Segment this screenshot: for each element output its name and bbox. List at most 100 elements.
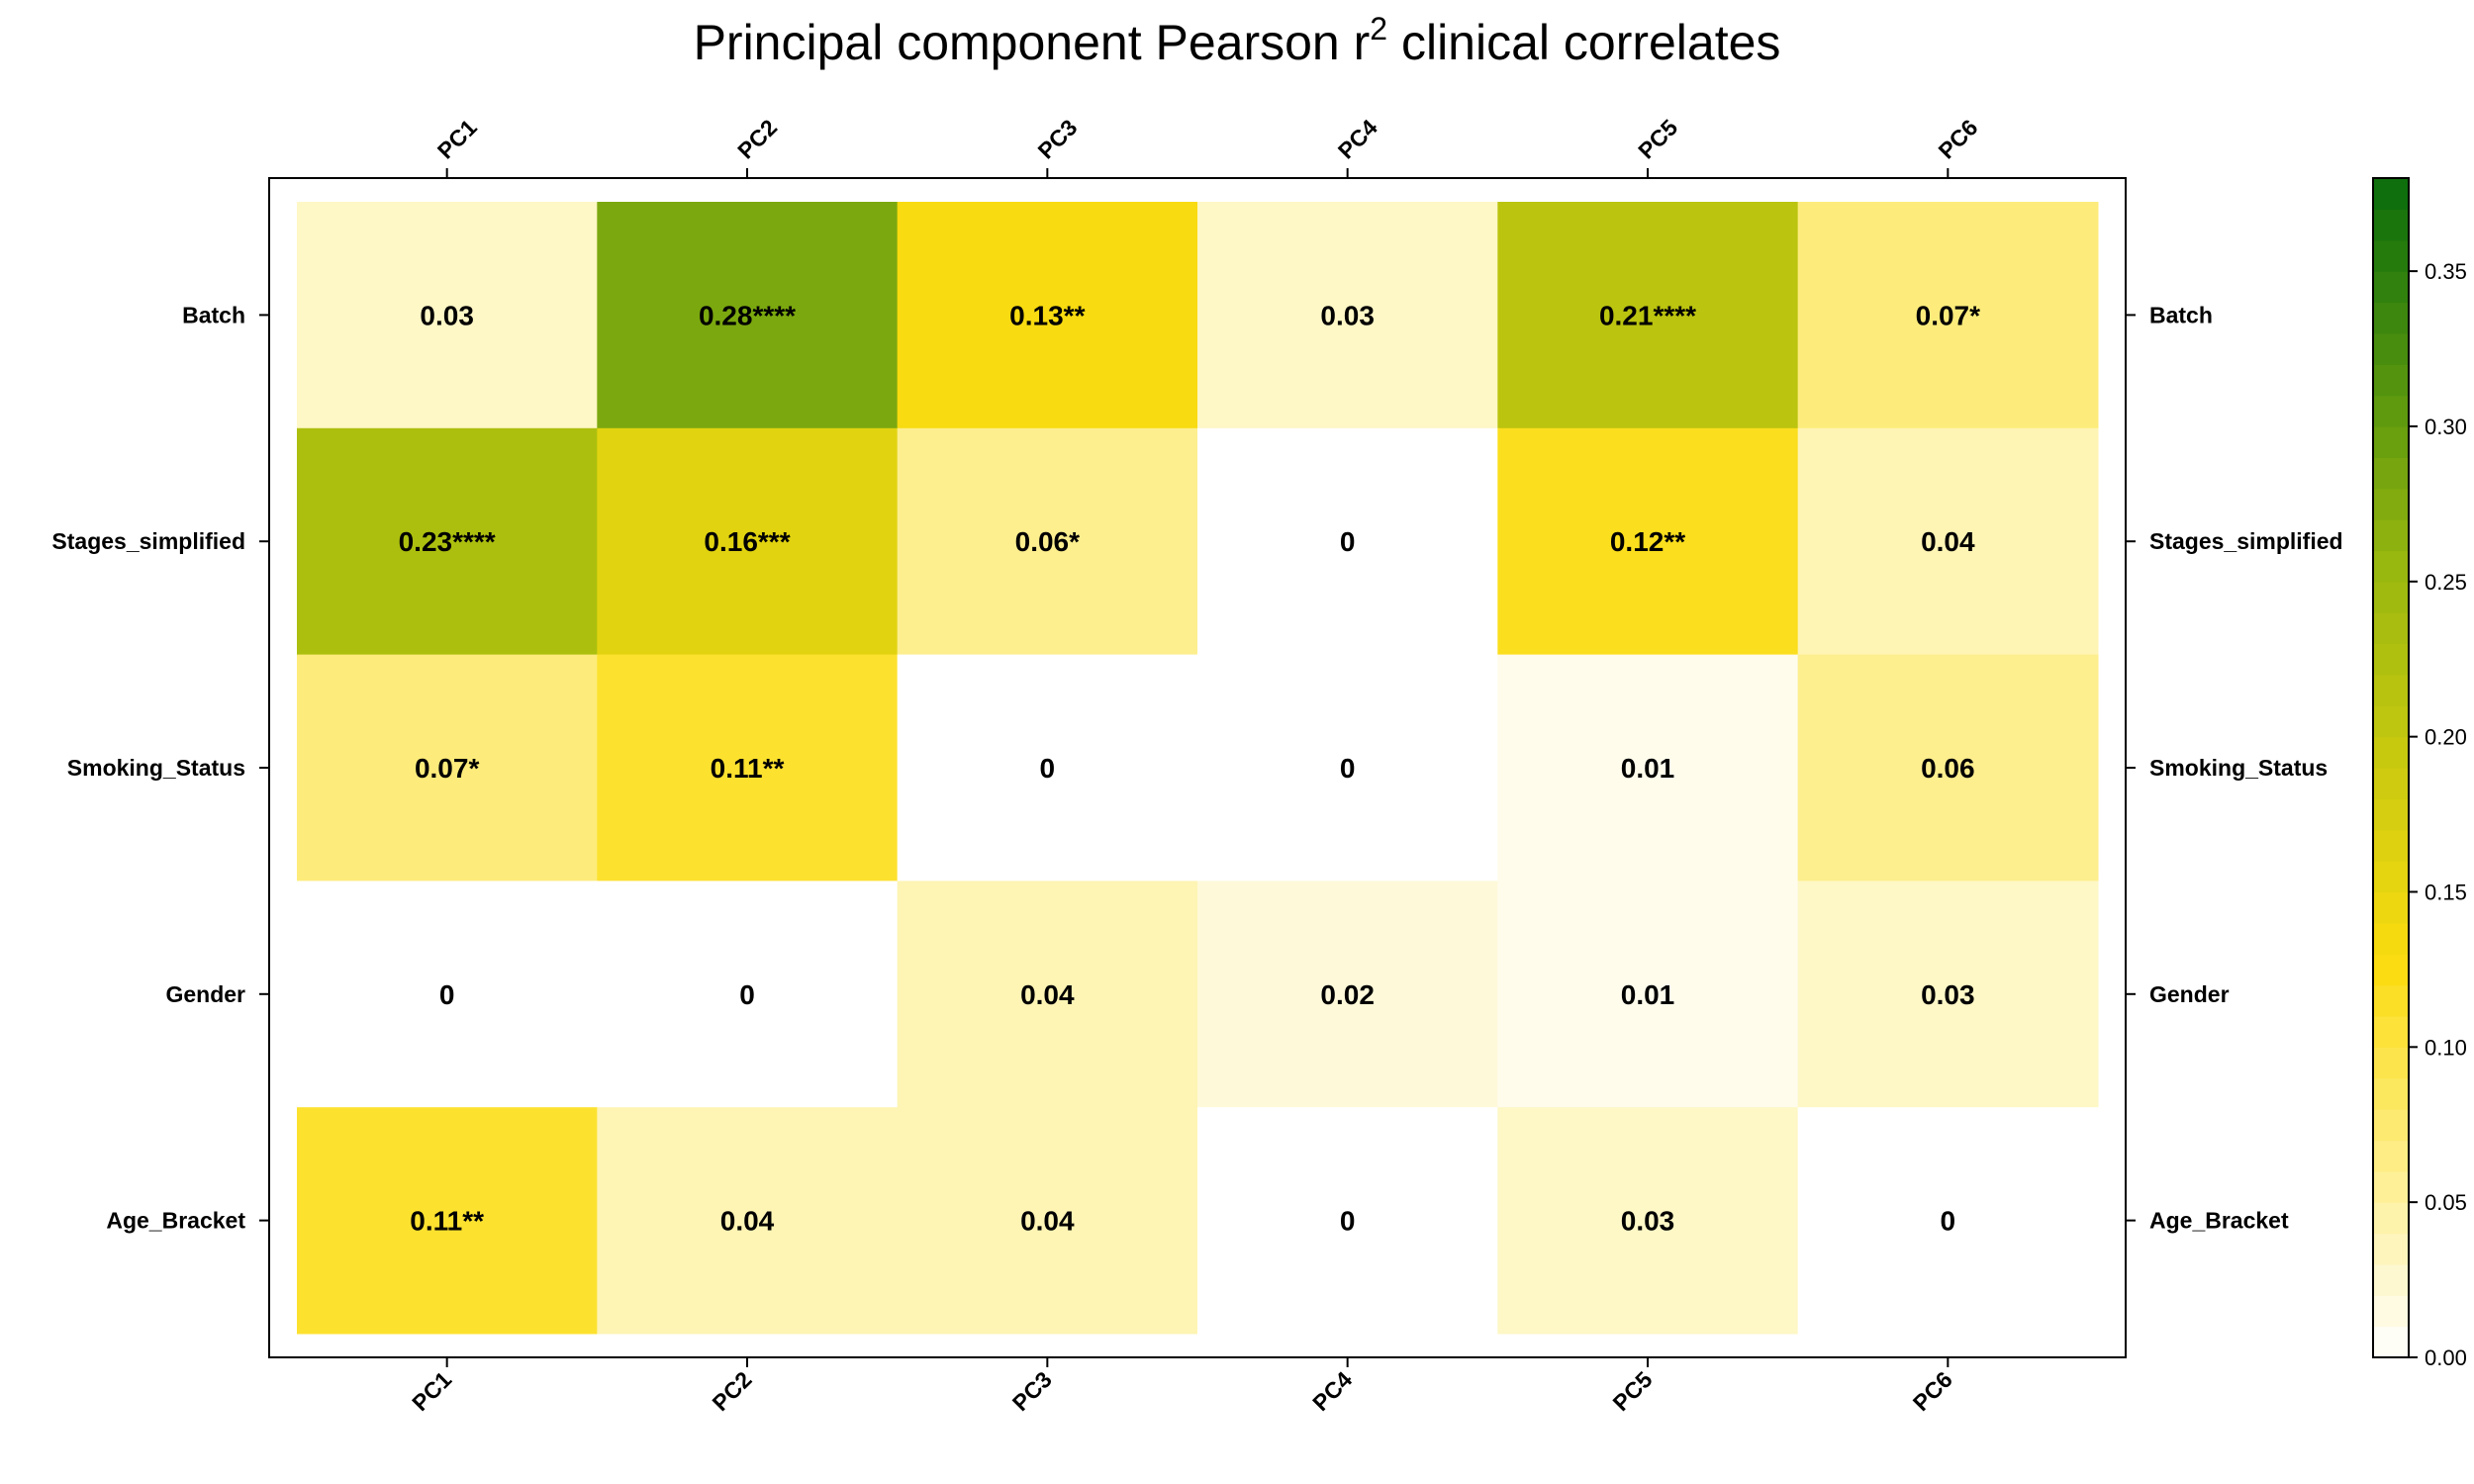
colorbar-step — [2373, 271, 2409, 304]
heatmap-cell — [1797, 427, 2099, 656]
heatmap-cell — [897, 654, 1198, 881]
colorbar-step — [2373, 1326, 2409, 1358]
colorbar-step — [2373, 674, 2409, 706]
heatmap-cell — [897, 427, 1198, 656]
heatmap-cell — [597, 881, 899, 1108]
right-row-label: Gender — [2149, 981, 2230, 1007]
colorbar-tick-label: 0.35 — [2425, 259, 2467, 284]
cell-label: 0.11** — [711, 753, 785, 784]
left-row-label: Stages_simplified — [51, 528, 245, 554]
cell-label: 0 — [1941, 1206, 1956, 1237]
bottom-column-label: PC5 — [1608, 1366, 1658, 1416]
bottom-column-label: PC3 — [1007, 1366, 1057, 1416]
colorbar-tick-label: 0.00 — [2425, 1345, 2467, 1370]
cell-label: 0.03 — [1921, 979, 1975, 1010]
colorbar-step — [2373, 891, 2409, 924]
cell-label: 0.04 — [1020, 1206, 1075, 1237]
cell-label: 0.12** — [1610, 526, 1685, 557]
cell-label: 0.13** — [1009, 300, 1085, 330]
heatmap-cell — [1497, 427, 1799, 656]
colorbar-step — [2373, 922, 2409, 955]
cell-label: 0 — [1040, 753, 1056, 784]
colorbar-tick-label: 0.15 — [2425, 880, 2467, 904]
colorbar-step — [2373, 954, 2409, 986]
colorbar-step — [2373, 519, 2409, 552]
colorbar-step — [2373, 829, 2409, 862]
colorbar-step — [2373, 457, 2409, 490]
chart-title: Principal component Pearson r2 clinical … — [694, 11, 1781, 70]
heatmap-cells: 0.03 0.28**** 0.13** 0.03 0.21**** 0.07* 0.23*… — [297, 202, 2099, 1335]
colorbar-step — [2373, 1015, 2409, 1048]
cell-label: 0.11** — [410, 1206, 484, 1237]
colorbar-step — [2373, 643, 2409, 676]
cell-label: 0 — [1340, 753, 1356, 784]
bottom-column-label: PC6 — [1908, 1366, 1957, 1416]
cell-label: 0.03 — [420, 300, 474, 330]
top-column-label: PC1 — [432, 114, 482, 163]
cell-label: 0.06 — [1921, 753, 1975, 784]
heatmap-cell — [597, 202, 899, 429]
colorbar-step — [2373, 1295, 2409, 1328]
cell-label: 0.01 — [1621, 979, 1675, 1010]
heatmap-cell — [1197, 202, 1498, 429]
colorbar-step — [2373, 178, 2409, 210]
heatmap-cell — [897, 202, 1198, 429]
left-row-label: Smoking_Status — [67, 755, 245, 781]
colorbar-step — [2373, 395, 2409, 427]
heatmap-cell — [1497, 1107, 1799, 1335]
cell-label: 0 — [1340, 1206, 1356, 1237]
right-row-label: Age_Bracket — [2149, 1208, 2289, 1234]
colorbar-step — [2373, 1170, 2409, 1203]
colorbar-step — [2373, 1233, 2409, 1265]
heatmap-cell — [297, 427, 598, 656]
heatmap-cell — [597, 654, 899, 881]
colorbar-tick-label: 0.25 — [2425, 570, 2467, 595]
right-row-label: Smoking_Status — [2149, 755, 2328, 781]
cell-label: 0.03 — [1621, 1206, 1675, 1237]
cell-label: 0.21**** — [1599, 300, 1696, 330]
cell-label: 0 — [1340, 526, 1356, 557]
right-row-label: Stages_simplified — [2149, 528, 2343, 554]
bottom-column-label: PC1 — [407, 1366, 456, 1416]
heatmap-cell — [1497, 202, 1799, 429]
top-column-label: PC3 — [1032, 115, 1082, 164]
cell-label: 0.07* — [415, 753, 479, 784]
heatmap-cell — [1797, 202, 2099, 429]
colorbar-step — [2373, 768, 2409, 799]
top-column-label: PC2 — [732, 115, 782, 164]
colorbar-step — [2373, 1202, 2409, 1235]
cell-label: 0.23**** — [399, 526, 496, 557]
heatmap-cell — [1797, 654, 2099, 881]
heatmap-cell — [1197, 654, 1498, 881]
colorbar-frame — [2372, 177, 2410, 1358]
top-column-label: PC5 — [1633, 114, 1682, 163]
left-row-label: Gender — [165, 981, 245, 1007]
heatmap-cell — [1497, 881, 1799, 1108]
colorbar-step — [2373, 984, 2409, 1017]
colorbar-step — [2373, 1140, 2409, 1172]
colorbar-step — [2373, 1263, 2409, 1296]
heatmap-cell — [597, 1107, 899, 1335]
colorbar-step — [2373, 1047, 2409, 1079]
left-row-label: Batch — [182, 302, 245, 327]
colorbar-step — [2373, 705, 2409, 738]
cell-label: 0.01 — [1621, 753, 1675, 784]
colorbar-tick-label: 0.30 — [2425, 415, 2467, 439]
cell-label: 0 — [739, 979, 755, 1010]
top-column-label: PC4 — [1333, 114, 1382, 163]
cell-label: 0 — [439, 979, 455, 1010]
cell-label: 0.04 — [1020, 979, 1075, 1010]
heatmap-cell — [1197, 1107, 1498, 1335]
colorbar-step — [2373, 798, 2409, 831]
colorbar-step — [2373, 364, 2409, 397]
heatmap-cell — [1797, 881, 2099, 1108]
colorbar-step — [2373, 612, 2409, 645]
heatmap-cell — [1797, 1107, 2099, 1335]
colorbar-step — [2373, 861, 2409, 893]
cell-label: 0.16*** — [704, 526, 790, 557]
heatmap-cell — [297, 654, 598, 881]
heatmap-cell — [297, 202, 598, 429]
heatmap-cell — [897, 881, 1198, 1108]
colorbar-step — [2373, 550, 2409, 583]
cell-label: 0.04 — [720, 1206, 775, 1237]
